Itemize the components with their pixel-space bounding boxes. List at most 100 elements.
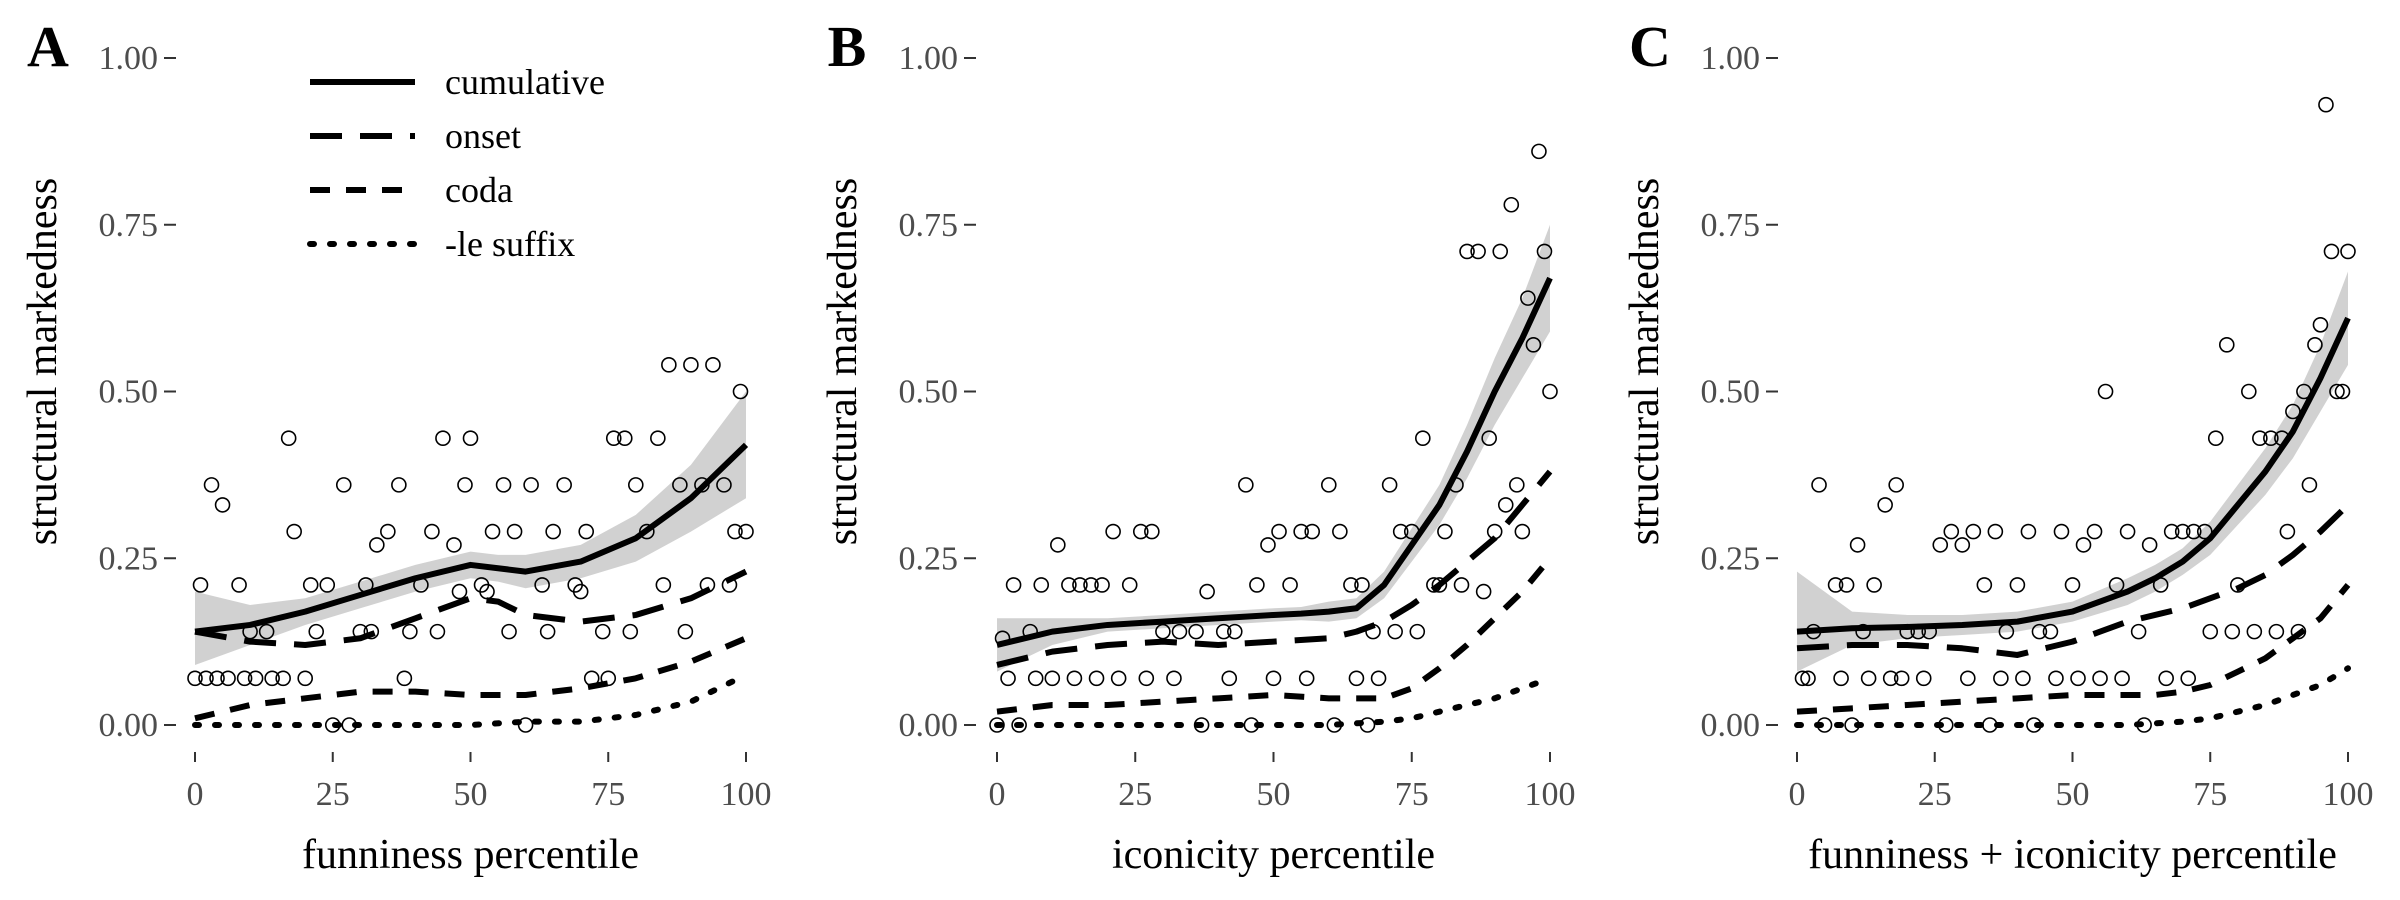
data-point bbox=[1431, 577, 1448, 593]
x-tick-label: 100 bbox=[721, 776, 772, 813]
data-point bbox=[2163, 523, 2180, 540]
legend-label: cumulative bbox=[445, 62, 605, 102]
data-point bbox=[1249, 577, 1265, 593]
data-point bbox=[1144, 523, 1160, 540]
y-tick-label: 0.50 bbox=[899, 374, 959, 411]
data-point bbox=[2009, 577, 2026, 593]
data-point bbox=[705, 357, 721, 373]
data-point bbox=[1110, 670, 1127, 687]
data-point bbox=[594, 623, 611, 640]
data-point bbox=[1282, 577, 1298, 593]
data-point bbox=[1293, 523, 1309, 540]
data-point bbox=[214, 497, 231, 513]
x-axis-title: iconicity percentile bbox=[1112, 832, 1435, 878]
data-point bbox=[1481, 430, 1497, 446]
data-point bbox=[732, 383, 749, 400]
legend: cumulative onset coda -le suffix bbox=[307, 62, 605, 264]
data-point bbox=[1138, 670, 1155, 687]
data-point bbox=[2340, 243, 2356, 260]
x-tick-label: 75 bbox=[1395, 776, 1429, 813]
data-point bbox=[2312, 316, 2329, 333]
data-point bbox=[2268, 623, 2285, 640]
data-point bbox=[2086, 523, 2103, 540]
x-tick-label: 25 bbox=[316, 776, 350, 813]
data-point bbox=[2290, 623, 2307, 640]
data-point bbox=[2174, 523, 2191, 540]
data-point bbox=[1105, 523, 1121, 540]
data-point bbox=[672, 477, 688, 493]
data-point bbox=[297, 670, 314, 687]
data-point bbox=[1370, 670, 1387, 687]
data-point bbox=[1987, 523, 2004, 540]
data-point bbox=[1005, 577, 1022, 593]
data-point bbox=[1226, 623, 1243, 640]
data-point bbox=[192, 577, 209, 593]
series-line-coda bbox=[194, 635, 748, 722]
data-point bbox=[1132, 523, 1149, 540]
y-axis-title: structural markedness bbox=[20, 178, 66, 545]
data-point bbox=[319, 577, 336, 593]
data-point bbox=[1260, 537, 1276, 553]
data-point bbox=[622, 623, 639, 640]
data-point bbox=[2301, 477, 2318, 493]
data-point bbox=[1094, 577, 1110, 593]
data-point bbox=[1409, 623, 1426, 640]
y-tick-label: 0.50 bbox=[99, 374, 159, 411]
x-tick-label: 75 bbox=[591, 776, 625, 813]
data-point bbox=[523, 477, 539, 493]
data-point bbox=[727, 523, 743, 540]
data-point bbox=[1954, 537, 1971, 553]
x-tick-label: 50 bbox=[1257, 776, 1291, 813]
y-tick-label: 1.00 bbox=[899, 40, 959, 77]
data-point bbox=[1033, 577, 1050, 593]
data-point bbox=[1332, 523, 1348, 540]
data-point bbox=[457, 477, 473, 493]
data-point bbox=[1188, 623, 1204, 640]
data-point bbox=[556, 477, 572, 493]
data-point bbox=[1061, 577, 1077, 593]
data-point bbox=[396, 670, 413, 687]
data-point bbox=[220, 670, 236, 687]
data-point bbox=[639, 523, 655, 540]
data-point bbox=[1459, 243, 1475, 260]
data-point bbox=[2031, 623, 2048, 640]
data-point bbox=[435, 430, 451, 446]
legend-label: -le suffix bbox=[445, 224, 575, 264]
data-point bbox=[1800, 670, 1816, 687]
data-point bbox=[2053, 523, 2070, 540]
data-point bbox=[2180, 670, 2197, 687]
data-point bbox=[1536, 243, 1553, 260]
series-line-lesuffix bbox=[192, 671, 749, 728]
data-point bbox=[1915, 670, 1932, 687]
data-point bbox=[2202, 623, 2219, 640]
data-point bbox=[236, 670, 253, 687]
data-point bbox=[1027, 670, 1044, 687]
data-point bbox=[683, 357, 699, 373]
panel-letter: A bbox=[27, 14, 69, 79]
data-point bbox=[462, 430, 479, 446]
data-point bbox=[2318, 96, 2334, 113]
x-tick-label: 25 bbox=[1918, 776, 1952, 813]
x-tick-label: 0 bbox=[1789, 776, 1806, 813]
data-point bbox=[616, 430, 633, 446]
x-tick-label: 25 bbox=[1118, 776, 1152, 813]
data-point bbox=[1838, 577, 1855, 593]
data-point bbox=[2070, 670, 2086, 687]
data-point bbox=[627, 477, 644, 493]
data-point bbox=[2263, 430, 2279, 446]
data-point bbox=[2141, 537, 2158, 553]
y-tick-label: 1.00 bbox=[1701, 40, 1761, 77]
data-point bbox=[506, 523, 523, 540]
data-point bbox=[2334, 383, 2351, 400]
x-axis-title: funniness + iconicity percentile bbox=[1808, 832, 2337, 878]
data-point bbox=[1882, 670, 1899, 687]
panel-letter: B bbox=[828, 14, 867, 79]
series-line-coda bbox=[996, 556, 1553, 715]
data-point bbox=[1298, 670, 1315, 687]
data-point bbox=[308, 623, 325, 640]
data-point bbox=[1470, 243, 1486, 260]
series-line-onset bbox=[1796, 502, 2351, 658]
data-point bbox=[1833, 670, 1849, 687]
confidence-band bbox=[997, 224, 1550, 672]
data-point bbox=[495, 477, 512, 493]
